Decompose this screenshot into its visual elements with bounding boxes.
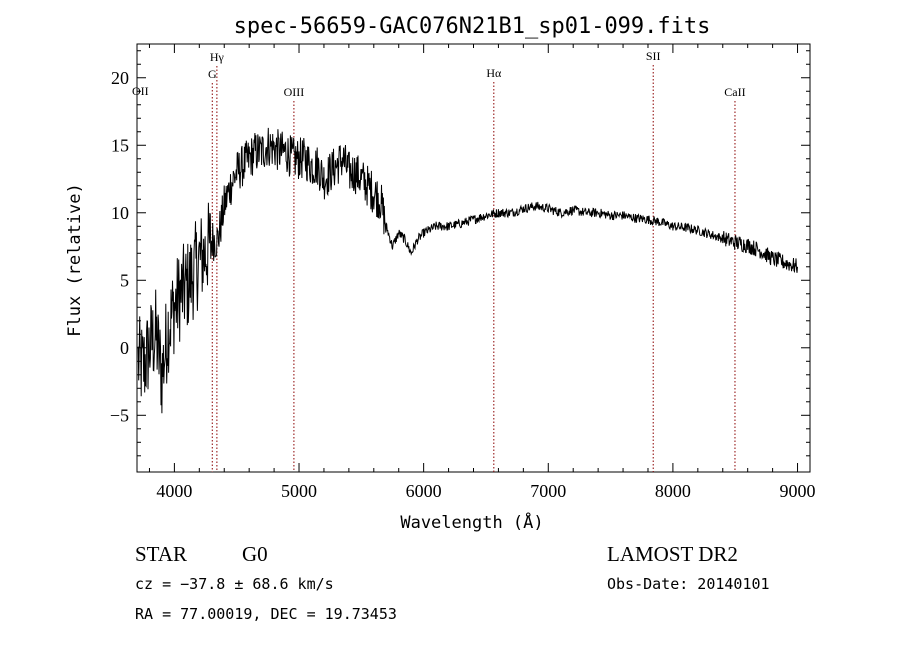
x-tick-label: 8000 — [655, 481, 691, 501]
chart-title: spec-56659-GAC076N21B1_sp01-099.fits — [234, 14, 711, 39]
y-tick-label: 10 — [111, 203, 129, 223]
y-axis-label: Flux (relative) — [65, 183, 85, 337]
y-tick-label: 5 — [120, 270, 129, 290]
y-tick-label: 20 — [111, 68, 129, 88]
x-tick-label: 6000 — [406, 481, 442, 501]
object-class: STAR — [135, 542, 187, 566]
spectral-line-label: G — [208, 67, 217, 81]
y-tick-label: 0 — [120, 338, 129, 358]
object-subclass: G0 — [242, 542, 268, 566]
x-tick-label: 5000 — [281, 481, 317, 501]
flux-line — [137, 127, 798, 414]
x-tick-label: 9000 — [780, 481, 816, 501]
y-tick-label: −5 — [110, 405, 129, 425]
plot-frame — [136, 43, 811, 473]
axis-ticks: 4000 5000 6000 7000 8000 9000 −5 0 5 10 15 20 — [110, 44, 816, 501]
spectral-line-label: CaII — [724, 85, 745, 99]
coordinates-readout: RA = 77.00019, DEC = 19.73453 — [135, 605, 397, 623]
spectral-line-label: Hα — [486, 66, 502, 80]
spectral-line-label: OIII — [284, 85, 305, 99]
redshift-readout: cz = −37.8 ± 68.6 km/s — [135, 575, 334, 593]
y-tick-label: 15 — [111, 135, 129, 155]
observation-date: Obs-Date: 20140101 — [607, 575, 770, 593]
spectral-line-label: Hγ — [210, 50, 225, 64]
spectral-line-label: SII — [646, 49, 661, 63]
survey-name: LAMOST DR2 — [607, 542, 738, 566]
x-tick-label: 4000 — [156, 481, 192, 501]
x-axis-label: Wavelength (Å) — [400, 511, 543, 533]
flux-series — [137, 127, 798, 414]
x-tick-label: 7000 — [530, 481, 566, 501]
